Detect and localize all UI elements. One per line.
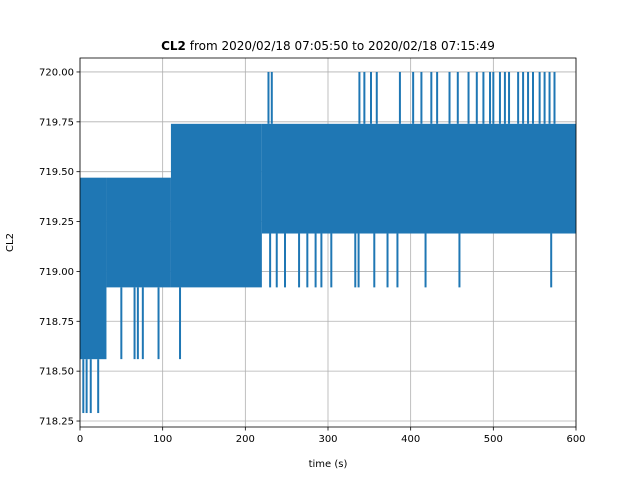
signal-band — [80, 177, 107, 360]
x-tick-label: 100 — [153, 434, 172, 445]
chart-title: CL2 from 2020/02/18 07:05:50 to 2020/02/… — [161, 39, 495, 53]
signal-band — [106, 177, 171, 288]
signal-band — [170, 123, 262, 288]
y-tick-label: 719.00 — [39, 267, 74, 278]
x-tick-label: 600 — [566, 434, 585, 445]
chart-title-rest: from 2020/02/18 07:05:50 to 2020/02/18 0… — [186, 39, 495, 53]
signal-band — [261, 123, 576, 234]
y-tick-label: 719.75 — [39, 117, 74, 128]
x-tick-label: 500 — [484, 434, 503, 445]
chart-title-bold: CL2 — [161, 39, 186, 53]
x-tick-label: 300 — [318, 434, 337, 445]
y-tick-label: 718.50 — [39, 367, 74, 378]
x-tick-label: 0 — [77, 434, 83, 445]
x-axis-ticks: 0 100 200 300 400 500 600 — [77, 427, 586, 445]
y-tick-label: 719.25 — [39, 217, 74, 228]
y-tick-label: 718.25 — [39, 417, 74, 428]
x-tick-label: 200 — [236, 434, 255, 445]
y-axis-ticks: 718.25 718.50 718.75 719.00 719.25 719.50 719.… — [39, 67, 80, 428]
x-axis-label: time (s) — [309, 459, 348, 470]
y-tick-label: 720.00 — [39, 67, 74, 78]
plot-area — [80, 71, 576, 414]
y-tick-label: 719.50 — [39, 167, 74, 178]
y-tick-label: 718.75 — [39, 317, 74, 328]
y-axis-label: CL2 — [5, 233, 16, 252]
x-tick-label: 400 — [401, 434, 420, 445]
